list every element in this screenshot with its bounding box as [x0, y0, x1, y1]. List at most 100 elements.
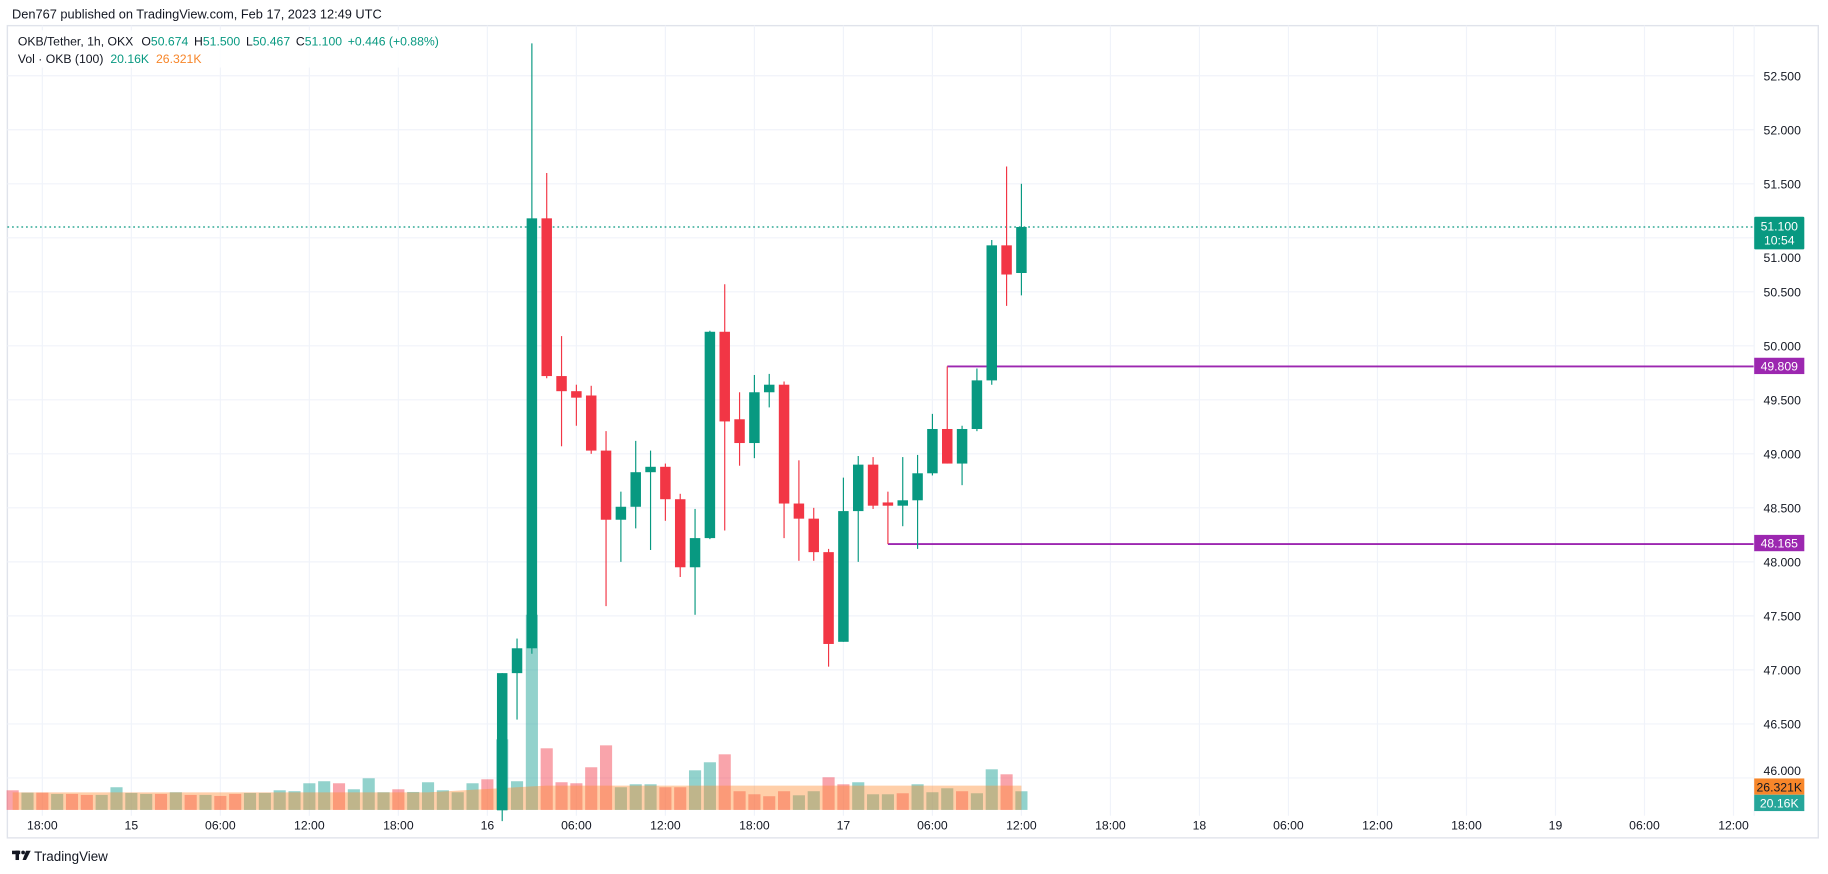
- volume-bar: [778, 791, 791, 810]
- bar-countdown: 10:54: [1764, 234, 1795, 248]
- volume-bar: [852, 782, 865, 810]
- candle-body: [897, 500, 908, 506]
- candle-body: [645, 466, 656, 473]
- candle: [556, 336, 567, 447]
- candle-body: [986, 245, 997, 381]
- chart-frame: [6, 24, 1819, 839]
- price-tick-label: 50.500: [1764, 285, 1802, 299]
- volume-bar: [140, 793, 153, 810]
- candle-body: [852, 464, 864, 512]
- volume-bar: [911, 784, 924, 810]
- price-tick-label: 52.500: [1764, 69, 1802, 83]
- volume-bar: [65, 793, 79, 810]
- candle: [571, 384, 582, 426]
- level-upper-value: 49.809: [1761, 360, 1799, 374]
- volume-label: Vol · OKB (100): [18, 52, 104, 66]
- last-price-value: 51.100: [1761, 220, 1799, 234]
- low-label: L: [246, 34, 253, 48]
- candle: [897, 457, 908, 527]
- legend-ohlc[interactable]: OKB/Tether, 1h, OKX O50.674 H51.500 L50.…: [18, 34, 439, 48]
- candle-body: [1001, 245, 1012, 275]
- volume-bar: [629, 784, 642, 810]
- volume-bar: [570, 783, 583, 810]
- time-tick-label: 17: [837, 819, 851, 833]
- candle-body: [734, 419, 745, 444]
- candle: [600, 431, 612, 607]
- candle-body: [660, 466, 671, 500]
- volume-bar: [258, 792, 271, 810]
- volume-bar: [599, 745, 613, 810]
- candle: [526, 43, 538, 654]
- horizontal-levels[interactable]: [7, 226, 1755, 545]
- tradingview-logo[interactable]: TradingView: [12, 849, 108, 864]
- candle-body: [778, 384, 790, 504]
- time-tick-label: 06:00: [205, 819, 236, 833]
- candle-body: [749, 392, 760, 444]
- volume-bar: [733, 791, 746, 810]
- candle: [912, 454, 923, 549]
- candle-body: [674, 499, 686, 568]
- level-lower-tag: 48.165: [1754, 534, 1805, 552]
- candle: [808, 507, 819, 561]
- volume-bar: [51, 793, 64, 810]
- legend-symbol: OKB/Tether, 1h, OKX: [18, 34, 133, 48]
- volume-ma-tag-value: 26.321K: [1756, 780, 1802, 794]
- candle-body: [867, 464, 879, 506]
- open-label: O: [141, 34, 151, 48]
- volume-bar: [718, 754, 731, 810]
- volume-bar: [377, 792, 390, 810]
- volume-bar: [985, 769, 998, 810]
- volume-bar: [956, 791, 969, 810]
- level-lower-value: 48.165: [1761, 537, 1799, 551]
- candle-body: [496, 673, 508, 811]
- level-upper-tag: 49.809: [1754, 357, 1805, 375]
- time-tick-label: 12:00: [1362, 819, 1393, 833]
- volume-bar: [555, 782, 568, 810]
- candle: [734, 392, 745, 466]
- price-tick-label: 49.000: [1764, 448, 1802, 462]
- price-tick-label: 47.500: [1764, 610, 1802, 624]
- volume-bar: [407, 791, 420, 810]
- candle-body: [541, 218, 552, 377]
- volume-bar: [451, 792, 464, 810]
- volume-bar: [347, 789, 360, 810]
- open-value: 50.674: [151, 34, 189, 48]
- time-tick-label: 18:00: [1451, 819, 1482, 833]
- candle: [763, 373, 775, 408]
- volume-bar: [184, 794, 197, 810]
- candle-body: [526, 218, 538, 649]
- legend-volume[interactable]: Vol · OKB (100) 20.16K 26.321K: [18, 52, 202, 66]
- time-tick-label: 18:00: [739, 819, 770, 833]
- low-value: 50.467: [253, 34, 291, 48]
- price-tick-label: 51.500: [1764, 177, 1802, 191]
- volume-bar: [867, 794, 880, 810]
- time-tick-label: 12:00: [294, 819, 325, 833]
- candle: [971, 368, 983, 432]
- candle: [615, 491, 627, 562]
- candle: [793, 460, 805, 561]
- volume-bar: [214, 795, 227, 810]
- time-axis[interactable]: 18:00 15 06:00 12:00 18:00 16 06:00 12:00 18:00 1…: [27, 819, 1749, 833]
- candle: [986, 239, 997, 385]
- volume-bar: [154, 793, 168, 810]
- volume-bar: [837, 784, 850, 810]
- volume-bar: [95, 794, 108, 810]
- volume-bar: [807, 791, 820, 810]
- candle: [838, 477, 849, 642]
- time-tick-label: 19: [1549, 819, 1563, 833]
- volume-bar: [822, 777, 835, 810]
- candle-body: [793, 503, 805, 519]
- candle-body: [704, 331, 716, 539]
- high-label: H: [194, 34, 203, 48]
- volume-bar: [748, 794, 761, 810]
- volume-bar: [763, 796, 776, 810]
- volume-bar: [362, 778, 375, 810]
- candle-body: [956, 428, 968, 464]
- volume-bar: [169, 792, 182, 810]
- price-axis[interactable]: 52.500 52.000 51.500 51.000 50.500 50.000 49.5…: [1753, 25, 1802, 816]
- volume-bar: [792, 795, 805, 810]
- candle: [942, 366, 953, 464]
- candle-body: [571, 391, 582, 398]
- time-tick-label: 15: [125, 819, 139, 833]
